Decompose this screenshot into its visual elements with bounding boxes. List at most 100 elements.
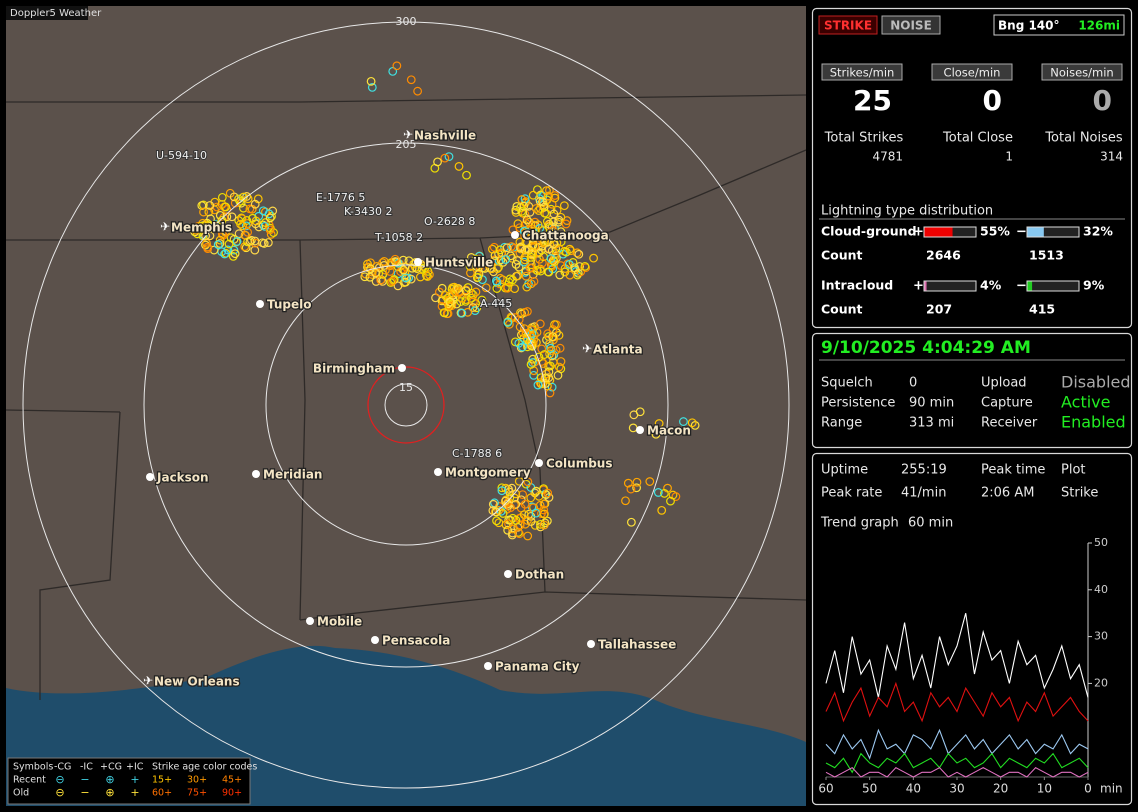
- trend-line: [825, 766, 1089, 778]
- strike-symbol: [215, 235, 225, 245]
- strike-symbol: [439, 308, 449, 317]
- datetime: 9/10/2025 4:04:29 AM: [821, 338, 1031, 358]
- mode-button[interactable]: [881, 15, 941, 35]
- strike-symbol: [539, 505, 549, 515]
- trend-line: [825, 728, 1089, 760]
- strike-symbol: [258, 206, 268, 216]
- strike-symbol: [473, 272, 483, 282]
- strike-symbol: [366, 258, 375, 268]
- strike-symbol: [539, 202, 549, 212]
- strike-symbol: [539, 499, 549, 509]
- strike-symbol: [653, 488, 663, 497]
- rate-label-box: [1041, 63, 1123, 81]
- legend-box: [7, 757, 251, 805]
- strike-symbol: [413, 86, 423, 96]
- strike-symbol: [526, 359, 536, 369]
- strike-symbol: [515, 237, 525, 247]
- count-value: 207: [926, 302, 952, 317]
- city-label: Memphis: [171, 221, 232, 235]
- city-dot: [504, 570, 512, 578]
- strike-symbol: [205, 201, 215, 210]
- strike-symbol: [393, 281, 403, 291]
- strike-symbol: [528, 354, 538, 364]
- strike-symbol: [437, 283, 447, 293]
- legend-symbol: −: [80, 773, 89, 786]
- strike-symbol: [401, 273, 410, 283]
- strike-symbol: [559, 201, 569, 211]
- strike-symbol: [535, 519, 545, 529]
- bearing: Bng 140°: [998, 19, 1060, 33]
- strike-symbol: [544, 493, 554, 502]
- track-label: C-1788 6: [452, 447, 502, 460]
- legend-symbol: ⊖: [55, 773, 64, 786]
- range-rings: [22, 21, 790, 789]
- strike-symbol: [199, 207, 208, 217]
- strike-symbol: [548, 332, 558, 342]
- total-label: Total Noises: [1044, 131, 1123, 146]
- strike-symbol: [452, 284, 462, 293]
- strike-symbol: [561, 247, 571, 257]
- strike-symbol: [379, 261, 389, 270]
- city-label: Pensacola: [382, 634, 450, 648]
- strike-symbol: [510, 313, 520, 322]
- strike-symbol: [544, 267, 554, 277]
- strike-symbol: [401, 277, 410, 287]
- city-dot: [252, 470, 260, 478]
- strike-symbol: [366, 76, 376, 86]
- status-value: Enabled: [1061, 413, 1126, 432]
- strike-symbol: [539, 520, 549, 530]
- strike-symbol: [542, 186, 551, 196]
- strike-symbol: [635, 407, 645, 417]
- strike-symbol: [519, 201, 529, 211]
- strike-symbol: [517, 309, 527, 319]
- strike-symbol: [533, 242, 543, 252]
- x-unit: min: [1100, 782, 1123, 796]
- strike-symbol: [491, 507, 501, 517]
- legend-symbol: +: [130, 773, 139, 786]
- strike-symbol: [480, 264, 490, 273]
- strike-symbol: [468, 303, 478, 312]
- strike-symbol: [545, 185, 554, 195]
- strike-symbol: [444, 152, 454, 162]
- strike-symbol: [228, 251, 238, 261]
- y-tick-label: 20: [1094, 676, 1108, 689]
- percent-bar: [924, 227, 953, 237]
- strike-symbol: [547, 222, 557, 232]
- rate-label: Strikes/min: [830, 66, 895, 80]
- strike-symbol: [200, 221, 210, 230]
- strike-symbol: [261, 218, 270, 227]
- strike-symbol: [489, 242, 499, 252]
- percent-bar: [1027, 281, 1033, 291]
- strike-symbol: [213, 240, 223, 250]
- legend-age: 45+: [222, 775, 242, 786]
- mode-button[interactable]: [818, 15, 878, 35]
- app-label: Doppler5 Weather: [10, 8, 102, 19]
- status-label: Capture: [981, 396, 1033, 411]
- rate-value: 0: [1093, 84, 1112, 117]
- strike-symbol: [511, 515, 521, 525]
- strike-symbol: [502, 243, 512, 253]
- strike-symbol: [475, 255, 484, 265]
- distance: 126mi: [1078, 19, 1120, 33]
- type-label: Cloud-ground: [821, 224, 917, 239]
- city-label: Jackson: [156, 471, 209, 485]
- strike-symbol: [496, 255, 506, 265]
- city-label: Atlanta: [593, 343, 643, 357]
- city-label: Chattanooga: [522, 229, 609, 243]
- strike-symbol: [549, 209, 559, 219]
- strike-symbol: [501, 255, 511, 264]
- track-label: A-445: [480, 297, 512, 310]
- strike-symbol: [367, 83, 377, 92]
- legend-age: 30+: [187, 775, 207, 786]
- strike-symbol: [424, 270, 434, 280]
- strike-symbol: [254, 211, 264, 221]
- legend-age: 15+: [152, 775, 172, 786]
- strike-symbol: [520, 245, 530, 255]
- strike-symbol: [461, 286, 471, 296]
- strike-symbol: [454, 162, 464, 171]
- strike-symbol: [518, 490, 528, 499]
- total-label: Total Close: [942, 131, 1013, 146]
- range-label: 205: [396, 138, 417, 151]
